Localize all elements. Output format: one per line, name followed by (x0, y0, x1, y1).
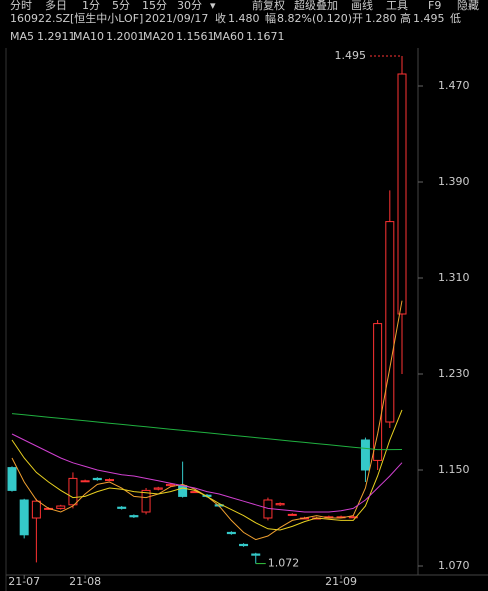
y-tick-label: 1.230 (438, 367, 470, 380)
field-label: 开 (352, 12, 363, 25)
y-tick-label: 1.070 (438, 559, 470, 572)
field-value: 1.280 (365, 12, 397, 25)
candle-body (68, 477, 78, 506)
ma-line (11, 409, 403, 531)
legend-name: MA20 (143, 30, 174, 43)
legend-value: 1.1671 (246, 30, 285, 43)
toolbar-item[interactable]: ▾ (210, 0, 216, 12)
toolbar-item[interactable]: 隐藏 (457, 0, 479, 12)
candle-body (31, 500, 41, 519)
ma-line (11, 413, 403, 451)
low-label: 1.072 (268, 557, 300, 570)
candle-body (348, 516, 358, 519)
candle-body (360, 439, 370, 471)
toolbar-item[interactable]: 前复权 (252, 0, 285, 12)
candle-body (385, 221, 395, 423)
candle-body (275, 503, 285, 506)
x-tick-label: 21-09 (325, 575, 357, 588)
candle-body (226, 531, 236, 535)
candle-body (129, 515, 139, 518)
y-tick-label: 1.390 (438, 175, 470, 188)
candle-body (141, 489, 151, 513)
y-tick-label: 1.310 (438, 271, 470, 284)
toolbar-item[interactable]: 工具 (386, 0, 408, 12)
field-label: 高 (400, 11, 411, 25)
high-label: 1.495 (335, 49, 367, 62)
candle-body (19, 499, 29, 536)
y-tick-label: 1.150 (438, 463, 470, 476)
legend-value: 1.2001 (106, 30, 145, 43)
candle-body (373, 323, 383, 461)
x-tick-label: 21-07 (8, 575, 40, 588)
candle-body (117, 506, 127, 509)
legend-value: 1.2911 (37, 30, 76, 43)
toolbar-item[interactable]: 超级叠加 (294, 0, 338, 12)
candle-body (92, 477, 102, 481)
x-tick-label: 21-08 (69, 575, 101, 588)
toolbar-item[interactable]: 分时 (10, 0, 32, 12)
stock-code: 160922.SZ[恒生中小LOF] (10, 11, 143, 25)
candle-body (251, 553, 261, 556)
field-label: 幅 (265, 12, 276, 25)
legend-name: MA60 (213, 30, 244, 43)
ma-line (11, 433, 403, 513)
candle-body (56, 505, 66, 509)
candle-body (7, 467, 17, 491)
candle-body (287, 513, 297, 516)
candle-body (105, 479, 114, 482)
toolbar-item[interactable]: 多日 (45, 0, 67, 12)
candle-body (239, 543, 249, 547)
candle-body (397, 73, 407, 315)
toolbar-item[interactable]: 30分 (177, 0, 202, 12)
candle-body (165, 483, 175, 487)
field-value: 1.480 (228, 12, 260, 25)
toolbar-item[interactable]: F9 (428, 0, 441, 12)
field-label: 收 (215, 11, 226, 25)
quote-date: 2021/09/17 (145, 12, 208, 25)
field-value: 1.495 (413, 12, 445, 25)
legend-value: 1.1561 (176, 30, 215, 43)
field-value: 8.82%(0.120) (277, 12, 352, 25)
legend-name: MA5 (10, 30, 34, 43)
candle-body (80, 480, 90, 483)
field-label: 低 (450, 12, 461, 25)
toolbar-item[interactable]: 画线 (351, 0, 373, 12)
candle-body (178, 485, 188, 497)
toolbar-item[interactable]: 5分 (112, 0, 130, 12)
toolbar-item[interactable]: 1分 (82, 0, 100, 12)
toolbar-item[interactable]: 15分 (142, 0, 167, 12)
y-tick-label: 1.470 (438, 79, 470, 92)
candle-body (153, 487, 163, 490)
legend-name: MA10 (73, 30, 104, 43)
